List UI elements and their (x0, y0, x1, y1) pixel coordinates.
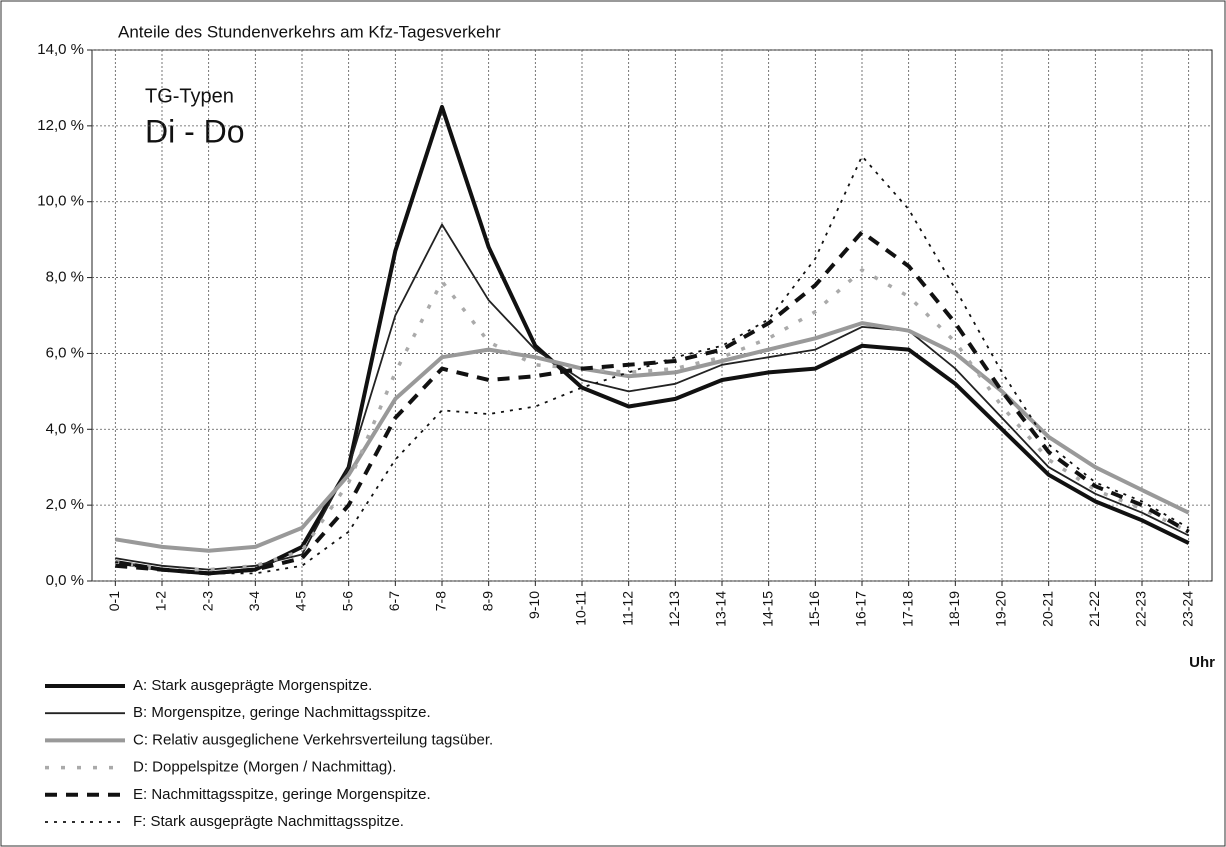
y-tick-label: 10,0 % (37, 193, 84, 210)
x-tick-label: 16-17 (853, 591, 869, 627)
x-axis-label: Uhr (1189, 654, 1215, 671)
x-tick-label: 0-1 (106, 591, 122, 611)
x-tick-label: 3-4 (246, 591, 262, 611)
y-tick-label: 14,0 % (37, 41, 84, 58)
legend: A: Stark ausgeprägte Morgenspitze. B: Mor… (45, 677, 493, 830)
line-series (115, 155, 1190, 575)
plot-area (91, 49, 1213, 582)
legend-label: D: Doppelspitze (Morgen / Nachmittag). (133, 759, 396, 776)
y-tick-label: 2,0 % (46, 496, 84, 513)
x-tick-label: 12-13 (666, 591, 682, 627)
y-tick-label: 6,0 % (46, 344, 84, 361)
x-tick-label: 11-12 (619, 591, 635, 626)
legend-label: A: Stark ausgeprägte Morgenspitze. (133, 677, 372, 694)
line-series (115, 230, 1190, 576)
line-series (115, 268, 1190, 572)
x-tick-label: 19-20 (993, 591, 1009, 627)
legend-label: F: Stark ausgeprägte Nachmittagsspitze. (133, 813, 404, 830)
x-tick-label: 22-23 (1133, 591, 1149, 627)
annotation: Di - Do (145, 113, 245, 149)
x-tick-label: 2-3 (199, 591, 215, 611)
x-tick-label: 6-7 (386, 591, 402, 611)
x-tick-label: 8-9 (479, 591, 495, 611)
x-tick-label: 23-24 (1179, 591, 1195, 627)
y-tick-label: 4,0 % (46, 420, 84, 437)
x-tick-label: 4-5 (293, 591, 309, 611)
x-tick-label: 17-18 (899, 591, 915, 627)
y-tick-label: 12,0 % (37, 117, 84, 134)
y-tick-label: 0,0 % (46, 572, 84, 589)
annotation: TG-Typen (145, 85, 234, 107)
line-series (115, 223, 1190, 571)
x-tick-label: 18-19 (946, 591, 962, 627)
x-tick-label: 1-2 (153, 591, 169, 611)
x-tick-label: 13-14 (713, 591, 729, 627)
y-tick-label: 8,0 % (46, 269, 84, 286)
x-tick-label: 14-15 (759, 591, 775, 627)
x-tick-label: 20-21 (1039, 591, 1055, 627)
legend-label: E: Nachmittagsspitze, geringe Morgenspit… (133, 786, 431, 803)
line-series (114, 104, 1190, 576)
x-tick-label: 15-16 (806, 591, 822, 627)
x-tick-label: 21-22 (1086, 591, 1102, 627)
x-tick-label: 7-8 (433, 591, 449, 611)
legend-label: B: Morgenspitze, geringe Nachmittagsspit… (133, 704, 431, 721)
x-tick-label: 10-11 (573, 591, 589, 626)
legend-label: C: Relativ ausgeglichene Verkehrsverteil… (133, 731, 493, 748)
chart-title: Anteile des Stundenverkehrs am Kfz-Tages… (118, 22, 501, 41)
x-tick-label: 5-6 (339, 591, 355, 611)
x-tick-label: 9-10 (526, 591, 542, 619)
